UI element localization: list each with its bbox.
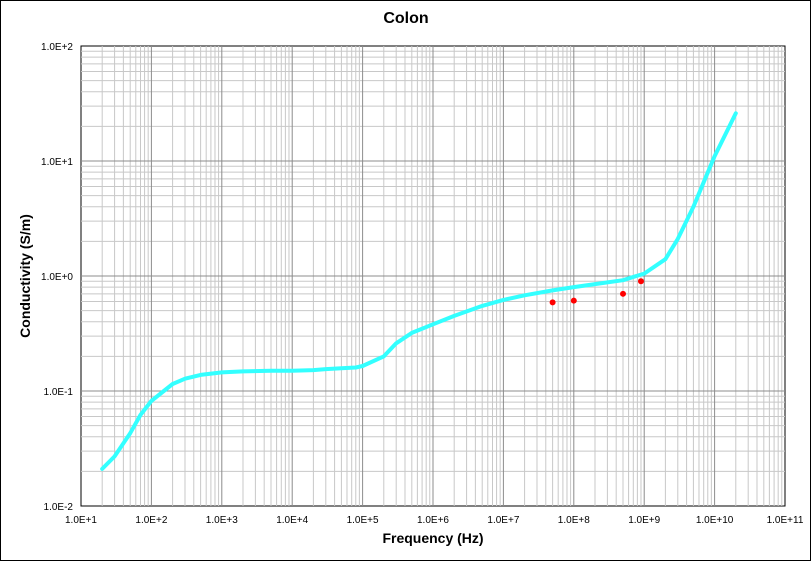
series-layer: [100, 111, 738, 471]
chart-title: Colon: [383, 10, 428, 27]
y-tick-labels: 1.0E+2 1.0E+1 1.0E+0 1.0E-1 1.0E-2: [41, 42, 73, 513]
x-tick-label: 1.0E+6: [417, 515, 449, 526]
x-tick-label: 1.0E+3: [206, 515, 238, 526]
data-point: [549, 299, 556, 306]
y-tick-label: 1.0E+1: [41, 157, 73, 168]
x-tick-label: 1.0E+8: [558, 515, 590, 526]
y-axis-label: Conductivity (S/m): [17, 214, 33, 338]
series-line: [100, 111, 738, 471]
x-axis-label: Frequency (Hz): [382, 530, 483, 546]
y-tick-label: 1.0E-1: [44, 387, 74, 398]
y-tick-label: 1.0E+0: [41, 272, 73, 283]
x-tick-label: 1.0E+9: [628, 515, 660, 526]
x-tick-label: 1.0E+10: [696, 515, 734, 526]
x-tick-label: 1.0E+4: [276, 515, 308, 526]
x-tick-label: 1.0E+7: [487, 515, 519, 526]
grid-major: [81, 46, 785, 506]
x-tick-label: 1.0E+11: [767, 515, 804, 526]
x-tick-label: 1.0E+1: [65, 515, 97, 526]
x-tick-label: 1.0E+5: [347, 515, 379, 526]
x-tick-labels: 1.0E+1 1.0E+2 1.0E+3 1.0E+4 1.0E+5 1.0E+6 1.0E…: [65, 515, 804, 526]
data-point: [570, 297, 577, 304]
y-tick-label: 1.0E+2: [41, 42, 73, 53]
data-point: [637, 278, 644, 285]
y-tick-label: 1.0E-2: [44, 502, 74, 513]
data-point: [620, 290, 627, 297]
x-tick-label: 1.0E+2: [135, 515, 167, 526]
